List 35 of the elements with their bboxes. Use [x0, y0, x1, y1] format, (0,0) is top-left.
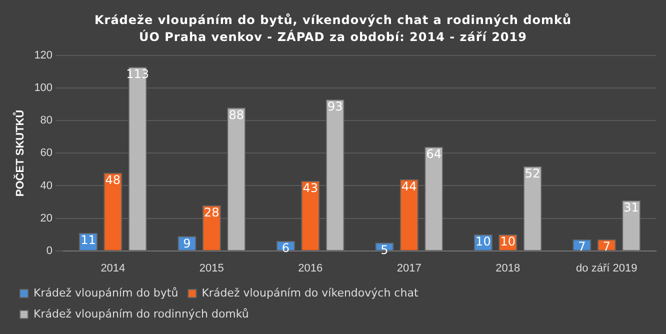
data-label: 48	[105, 172, 121, 187]
data-label: 31	[624, 200, 639, 214]
data-label: 9	[183, 236, 191, 250]
legend-label: Krádež vloupáním do rodinných domků	[34, 307, 249, 320]
y-axis-title: POČET SKUTKŮ	[12, 110, 27, 197]
data-label: 5	[380, 242, 388, 257]
data-label: 52	[524, 166, 540, 180]
y-tick-label: 20	[40, 212, 53, 224]
data-label: 10	[476, 234, 491, 249]
x-tick-label: 2016	[298, 262, 323, 274]
x-tick-label: 2015	[199, 262, 224, 274]
data-label: 93	[327, 100, 343, 114]
chart-subtitle: ÚO Praha venkov - ZÁPAD za období: 2014 - září 2019	[138, 29, 528, 46]
y-tick-label: 80	[40, 114, 53, 127]
data-label: 11	[80, 233, 96, 248]
chart-title: Krádeže vloupáním do bytů, víkendových chat a rodinných domků	[93, 12, 573, 29]
data-label: 43	[302, 180, 318, 195]
data-label: 10	[500, 234, 516, 249]
y-tick-label: 40	[40, 180, 53, 192]
data-label: 44	[402, 179, 417, 194]
x-tick-label: 2014	[100, 262, 126, 274]
data-label: 7	[602, 240, 610, 254]
data-label: 64	[426, 146, 442, 161]
data-label: 7	[578, 240, 586, 254]
y-tick-label: 120	[34, 50, 53, 62]
x-tick-label: 2017	[396, 262, 422, 274]
legend-label: Krádež vloupáním do bytů	[34, 286, 178, 300]
legend-label: Krádež vloupáním do víkendových chat	[202, 286, 419, 300]
data-label: 28	[204, 205, 220, 220]
y-tick-label: 100	[34, 82, 53, 94]
x-tick-label: 2018	[496, 262, 520, 274]
y-tick-label: 60	[40, 147, 53, 160]
x-tick-label: do září 2019	[576, 262, 638, 274]
y-tick-label: 0	[46, 244, 53, 257]
data-label: 88	[228, 108, 244, 122]
